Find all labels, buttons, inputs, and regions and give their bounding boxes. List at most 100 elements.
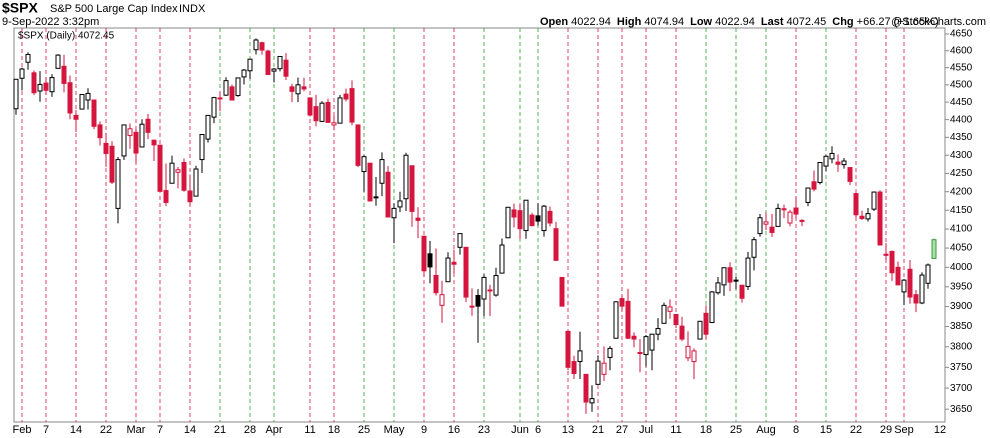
candle-body	[691, 350, 697, 363]
candle-body	[667, 306, 673, 312]
candle-body	[817, 161, 823, 184]
y-tick-label: 3800	[950, 341, 973, 352]
candle-body	[661, 304, 667, 324]
candle-body	[283, 59, 289, 77]
candle-body	[853, 193, 859, 216]
x-tick-label: 25	[358, 424, 370, 436]
candle-body	[307, 97, 313, 116]
y-tick-label: 4150	[950, 205, 973, 216]
candle-body	[445, 257, 451, 283]
candle-body	[277, 55, 283, 70]
candle-body	[103, 142, 109, 154]
x-tick-label: 13	[562, 424, 574, 436]
x-tick-label: 21	[214, 424, 226, 436]
candle-body	[397, 200, 403, 208]
candle-body	[931, 239, 937, 259]
candle-body	[535, 215, 541, 222]
candle-body	[745, 257, 751, 287]
candle-body	[871, 191, 877, 210]
candle-body	[253, 39, 259, 51]
candle-body	[121, 124, 127, 157]
candle-body	[541, 205, 547, 232]
candle-body	[85, 92, 91, 101]
candle-body	[79, 93, 85, 110]
candle-body	[601, 362, 607, 375]
candle-body	[361, 156, 367, 173]
candle-body	[559, 276, 565, 307]
candle-body	[355, 124, 361, 166]
candle-body	[427, 253, 433, 268]
quote-label: Open	[540, 16, 568, 28]
candle-body	[25, 53, 31, 63]
candle-body	[223, 80, 229, 96]
candle-body	[91, 99, 97, 127]
candle-body	[787, 211, 793, 224]
candle-body	[367, 162, 373, 202]
candle-body	[463, 246, 469, 298]
candle-body	[631, 335, 637, 340]
candle-body	[547, 210, 553, 224]
candle-body	[913, 294, 919, 304]
quote-value: 4074.94	[644, 16, 684, 28]
candle-body	[199, 133, 205, 161]
y-tick-label: 4600	[950, 45, 973, 56]
y-tick-label: 3900	[950, 301, 973, 312]
candle-body	[139, 123, 145, 148]
y-tick-label: 3650	[950, 404, 973, 415]
candle-body	[109, 145, 115, 183]
candle-body	[403, 154, 409, 200]
candle-body	[901, 279, 907, 293]
quote-value: 4072.45	[787, 16, 827, 28]
candle-body	[451, 261, 457, 265]
candle-body	[655, 328, 661, 335]
candle-body	[583, 373, 589, 403]
candle-body	[625, 300, 631, 339]
candle-body	[697, 320, 703, 340]
candle-body	[49, 77, 55, 93]
candle-body	[775, 207, 781, 227]
x-tick-label: 15	[820, 424, 832, 436]
candle-body	[769, 226, 775, 233]
candle-body	[415, 217, 421, 221]
candle-body	[265, 50, 271, 76]
candle-body	[391, 207, 397, 219]
candle-body	[211, 97, 217, 118]
candle-body	[439, 294, 445, 306]
x-tick-label: 23	[478, 424, 490, 436]
candle-body	[385, 171, 391, 218]
candle-body	[895, 266, 901, 286]
x-tick-label: Apr	[265, 424, 282, 436]
x-tick-label: Jul	[639, 424, 653, 436]
candle-body	[421, 235, 427, 272]
candle-body	[889, 251, 895, 274]
plot-frame	[13, 27, 946, 423]
candle-body	[511, 209, 517, 218]
x-tick-label: Aug	[756, 424, 776, 436]
candle-body	[841, 160, 847, 166]
candle-body	[739, 284, 745, 299]
candle-body	[835, 161, 841, 165]
candle-body	[823, 155, 829, 167]
candle-body	[163, 190, 169, 203]
candle-body	[301, 86, 307, 90]
x-tick-label: 16	[448, 424, 460, 436]
candle-body	[181, 161, 187, 191]
candle-body	[187, 190, 193, 203]
candle-body	[577, 350, 583, 363]
candle-body	[811, 181, 817, 190]
candle-body	[565, 330, 571, 368]
x-tick-label: 7	[43, 424, 49, 436]
candle-body	[805, 187, 811, 203]
candle-body	[331, 122, 337, 126]
candle-body	[67, 82, 73, 114]
candle-body	[337, 97, 343, 124]
candle-body	[757, 217, 763, 235]
candle-body	[685, 345, 691, 359]
symbol: $SPX	[2, 0, 38, 16]
quote-label: Low	[690, 16, 712, 28]
x-tick-label: 12	[934, 424, 946, 436]
y-tick-label: 4400	[950, 114, 973, 125]
y-tick-label: 4300	[950, 150, 973, 161]
candle-body	[349, 88, 355, 123]
